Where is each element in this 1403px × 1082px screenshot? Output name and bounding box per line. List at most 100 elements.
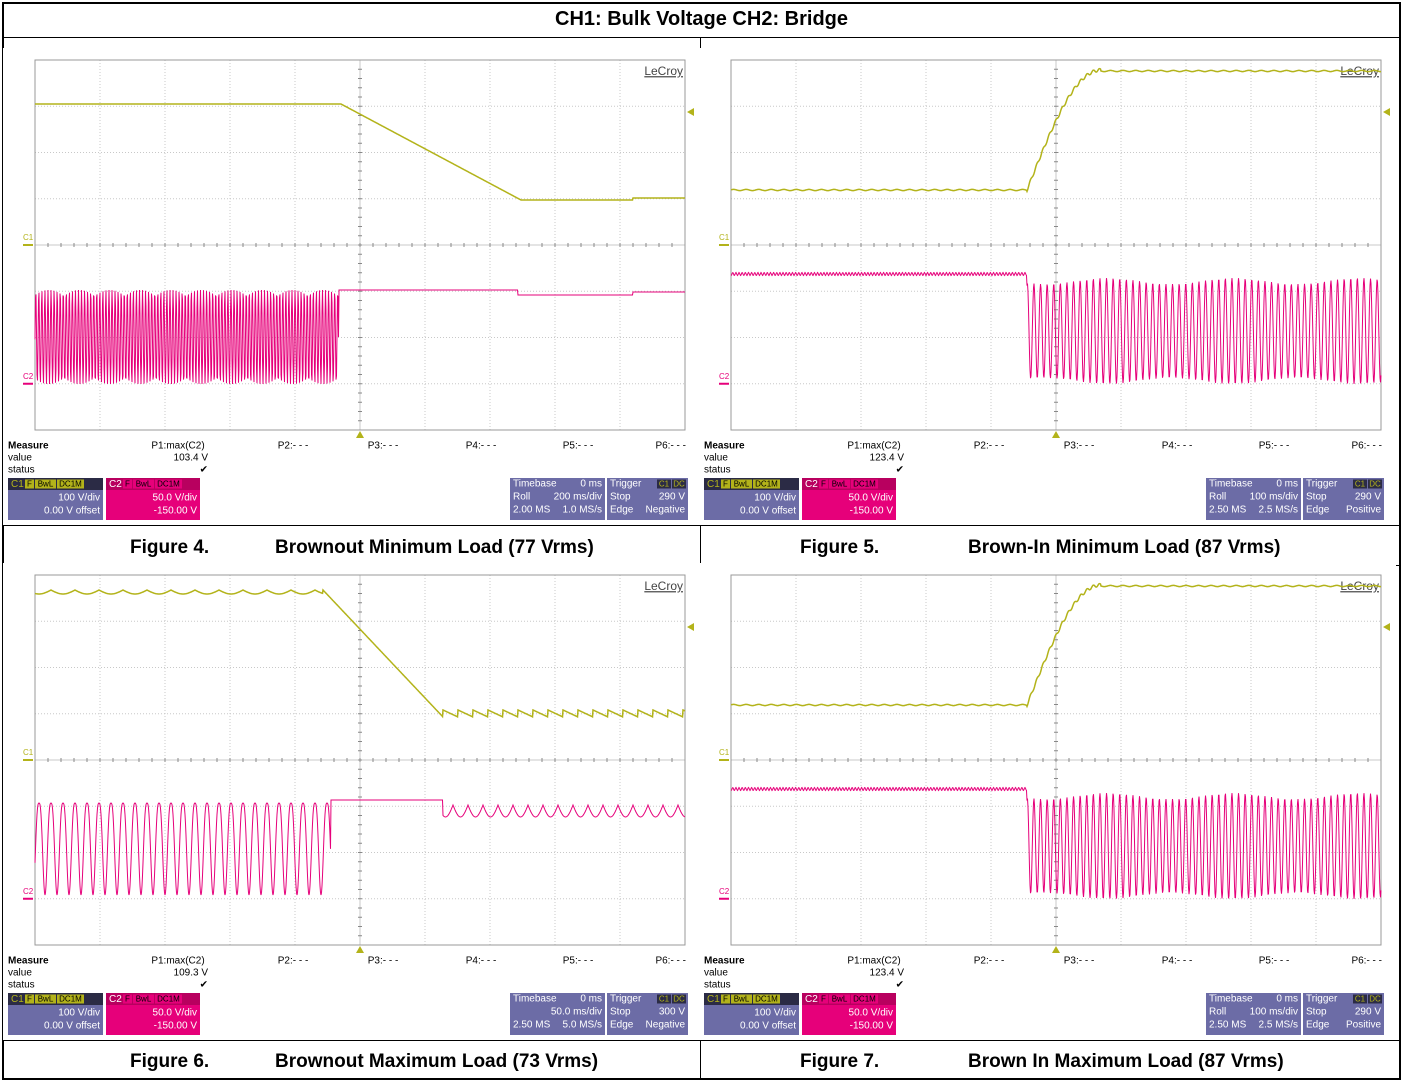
channel-marker: C2: [719, 372, 730, 381]
channel-marker: C2: [23, 372, 34, 381]
plot-frame: [34, 574, 686, 946]
measure-label: status: [8, 980, 35, 991]
trace-ch2: [34, 799, 686, 896]
trigger-type: Edge: [610, 505, 634, 516]
channel-flag-text: F: [821, 995, 826, 1004]
channel-flag: [155, 994, 182, 1004]
timebase-samples: 2.50 MS: [1209, 505, 1247, 516]
channel-scale: 50.0 V/div: [849, 1008, 893, 1019]
channel-offset: 0.00 V offset: [740, 506, 796, 517]
trigger-level: [687, 623, 694, 631]
channel-flag-text: BwL: [38, 995, 54, 1004]
timebase-box: [1206, 478, 1301, 520]
channel-flag: [123, 479, 132, 489]
channel-flag-text: DC1M: [755, 995, 778, 1004]
channel-flag-text: F: [27, 995, 32, 1004]
trigger-source-badge: [657, 994, 671, 1004]
trigger-slope: Positive: [1346, 1020, 1381, 1031]
trace-ch1: [730, 67, 1381, 194]
trigger-source-badge: [1368, 479, 1382, 489]
channel-flag: [35, 994, 56, 1004]
border: [700, 37, 701, 1080]
channel-flag-text: BwL: [832, 995, 848, 1004]
measure-param: P2:- - -: [278, 441, 309, 452]
trigger-source-badge: [672, 994, 686, 1004]
trigger-type: Edge: [1306, 505, 1330, 516]
timebase-scale: 200 ms/div: [554, 492, 602, 503]
measure-label: status: [704, 465, 731, 476]
channel-scale: 50.0 V/div: [153, 1008, 197, 1019]
channel-name: C2: [109, 479, 122, 490]
measure-value: 109.3 V: [174, 968, 209, 979]
border: [2, 2, 1401, 4]
measure-param: P6:- - -: [1351, 441, 1382, 452]
measure-param: P2:- - -: [278, 956, 309, 967]
timebase-samples: 2.00 MS: [513, 505, 551, 516]
trigger-label: Trigger: [610, 994, 642, 1005]
channel-flag: [25, 479, 34, 489]
figure-number: Figure 6.: [130, 1051, 210, 1072]
figure-caption: Brownout Minimum Load (77 Vrms): [275, 537, 594, 558]
timebase-label: Timebase: [513, 994, 557, 1005]
measure-label: value: [704, 453, 728, 464]
channel-flag: [731, 994, 752, 1004]
channel-name: C2: [805, 994, 818, 1005]
channel-flag-text: BwL: [38, 480, 54, 489]
figure-number: Figure 7.: [800, 1051, 880, 1072]
timebase-samples: 2.50 MS: [1209, 1020, 1247, 1031]
measure-param: P6:- - -: [655, 441, 686, 452]
trigger-level-text: 290 V: [1355, 1007, 1381, 1018]
channel-offset: 0.00 V offset: [44, 1021, 100, 1032]
channel-flag-text: F: [723, 480, 728, 489]
timebase-delay: 0 ms: [580, 994, 602, 1005]
channel-flag: [155, 479, 182, 489]
channel-flag: [721, 479, 730, 489]
brand: LeCroy: [644, 64, 683, 78]
channel-flag: [851, 994, 878, 1004]
trigger-source: C1: [1355, 480, 1366, 489]
channel-flag-text: BwL: [832, 480, 848, 489]
timebase-label: Timebase: [513, 479, 557, 490]
trigger-source-badge: [672, 479, 686, 489]
measure-label: status: [8, 465, 35, 476]
trigger-mode: Stop: [1306, 492, 1327, 503]
timebase-rate: 5.0 MS/s: [563, 1020, 602, 1031]
trigger-source-badge: [657, 479, 671, 489]
measure-label: Measure: [704, 956, 745, 967]
measure-value: 103.4 V: [174, 453, 209, 464]
channel-marker: C1: [719, 233, 730, 242]
trigger-source: C1: [659, 480, 670, 489]
channel-flag: [851, 479, 878, 489]
channel-flag: [731, 479, 752, 489]
border: [2, 2, 4, 1080]
timebase-box: [510, 478, 605, 520]
plot-frame: [730, 574, 1382, 946]
timebase-rate: 2.5 MS/s: [1259, 505, 1298, 516]
screen: [3, 48, 700, 525]
trace-ch2: [34, 289, 685, 385]
brand: LeCroy: [644, 579, 683, 593]
trigger-slope: Negative: [646, 505, 686, 516]
channel-flag: [25, 994, 34, 1004]
trigger-mode: Stop: [610, 1007, 631, 1018]
channel-flag-text: DC1M: [59, 995, 82, 1004]
channel-marker: C1: [719, 748, 730, 757]
timebase-rate: 1.0 MS/s: [563, 505, 602, 516]
trigger-level-text: 290 V: [659, 492, 685, 503]
channel-offset: -150.00 V: [154, 1021, 198, 1032]
channel-marker: C1: [23, 233, 34, 242]
plot-frame: [34, 59, 686, 431]
table-title: CH1: Bulk Voltage CH2: Bridge: [555, 8, 848, 30]
measure-label: Measure: [8, 956, 49, 967]
measure-param: P4:- - -: [1162, 956, 1193, 967]
trigger-type: Edge: [610, 1020, 634, 1031]
channel-flag-text: BwL: [734, 480, 750, 489]
channel-offset: -150.00 V: [154, 506, 198, 517]
channel-scale: 100 V/div: [58, 493, 100, 504]
timebase-scale: 50.0 ms/div: [551, 1007, 602, 1018]
timebase-samples: 2.50 MS: [513, 1020, 551, 1031]
channel-scale: 100 V/div: [754, 493, 796, 504]
channel-flag: [133, 479, 154, 489]
